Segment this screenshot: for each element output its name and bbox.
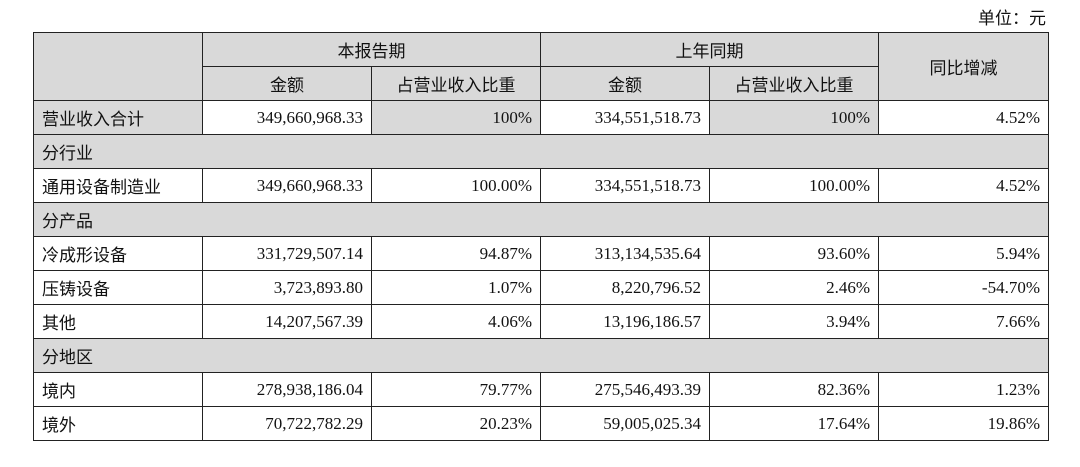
- value-cell: 313,134,535.64: [540, 236, 710, 271]
- unit-label: 单位：元: [978, 9, 1046, 28]
- revenue-table: 本报告期 上年同期 同比增减 金额 占营业收入比重 金额 占营业收入比重 营业收…: [33, 32, 1049, 441]
- header-cell: 本报告期: [202, 32, 541, 67]
- value-cell: 2.46%: [709, 270, 879, 305]
- value-cell: 4.06%: [371, 304, 541, 339]
- value-cell: 79.77%: [371, 372, 541, 407]
- table-row: 境内 278,938,186.04 79.77% 275,546,493.39 82.3…: [33, 372, 1049, 407]
- table-row: 分行业: [33, 134, 1049, 169]
- table-row: 境外 70,722,782.29 20.23% 59,005,025.34 17.64%…: [33, 406, 1049, 441]
- value-cell: 1.23%: [878, 372, 1049, 407]
- header-cell: 金额: [202, 66, 372, 101]
- section-cell: 分地区: [33, 338, 1049, 373]
- table-row: 分产品: [33, 202, 1049, 237]
- section-cell: 分产品: [33, 202, 1049, 237]
- table-row: 压铸设备 3,723,893.80 1.07% 8,220,796.52 2.46% -5…: [33, 270, 1049, 305]
- value-cell: 100.00%: [709, 168, 879, 203]
- section-cell: 分行业: [33, 134, 1049, 169]
- value-cell: 13,196,186.57: [540, 304, 710, 339]
- value-cell: 100%: [371, 100, 541, 135]
- table-row: 营业收入合计 349,660,968.33 100% 334,551,518.73 10…: [33, 100, 1049, 135]
- value-cell: 70,722,782.29: [202, 406, 372, 441]
- header-cell: 占营业收入比重: [709, 66, 879, 101]
- row-label: 通用设备制造业: [33, 168, 203, 203]
- header-cell: 金额: [540, 66, 710, 101]
- table-body: 营业收入合计 349,660,968.33 100% 334,551,518.73 10…: [33, 100, 1049, 441]
- value-cell: 100%: [709, 100, 879, 135]
- value-cell: 82.36%: [709, 372, 879, 407]
- value-cell: 14,207,567.39: [202, 304, 372, 339]
- row-label: 其他: [33, 304, 203, 339]
- value-cell: 334,551,518.73: [540, 100, 710, 135]
- value-cell: 3.94%: [709, 304, 879, 339]
- value-cell: 349,660,968.33: [202, 168, 372, 203]
- value-cell: 5.94%: [878, 236, 1049, 271]
- value-cell: -54.70%: [878, 270, 1049, 305]
- value-cell: 17.64%: [709, 406, 879, 441]
- value-cell: 334,551,518.73: [540, 168, 710, 203]
- value-cell: 100.00%: [371, 168, 541, 203]
- value-cell: 94.87%: [371, 236, 541, 271]
- table-row: 冷成形设备 331,729,507.14 94.87% 313,134,535.64 9…: [33, 236, 1049, 271]
- row-label: 营业收入合计: [33, 100, 203, 135]
- value-cell: 4.52%: [878, 100, 1049, 135]
- table-row: 其他 14,207,567.39 4.06% 13,196,186.57 3.94% 7.…: [33, 304, 1049, 339]
- header-row: 本报告期 上年同期 同比增减: [33, 32, 1049, 101]
- value-cell: 3,723,893.80: [202, 270, 372, 305]
- row-label: 境内: [33, 372, 203, 407]
- row-label: 冷成形设备: [33, 236, 203, 271]
- value-cell: 1.07%: [371, 270, 541, 305]
- header-row: 金额 占营业收入比重 金额 占营业收入比重: [34, 66, 1049, 101]
- value-cell: 349,660,968.33: [202, 100, 372, 135]
- corner-cell: [33, 32, 203, 101]
- value-cell: 8,220,796.52: [540, 270, 710, 305]
- value-cell: 19.86%: [878, 406, 1049, 441]
- header-cell: 同比增减: [878, 32, 1049, 101]
- value-cell: 278,938,186.04: [202, 372, 372, 407]
- row-label: 压铸设备: [33, 270, 203, 305]
- value-cell: 275,546,493.39: [540, 372, 710, 407]
- value-cell: 331,729,507.14: [202, 236, 372, 271]
- value-cell: 4.52%: [878, 168, 1049, 203]
- row-label: 境外: [33, 406, 203, 441]
- header-cell: 上年同期: [540, 32, 879, 67]
- header-cell: 占营业收入比重: [371, 66, 541, 101]
- value-cell: 59,005,025.34: [540, 406, 710, 441]
- value-cell: 93.60%: [709, 236, 879, 271]
- value-cell: 7.66%: [878, 304, 1049, 339]
- table-row: 通用设备制造业 349,660,968.33 100.00% 334,551,518.…: [33, 168, 1049, 203]
- table-row: 分地区: [33, 338, 1049, 373]
- value-cell: 20.23%: [371, 406, 541, 441]
